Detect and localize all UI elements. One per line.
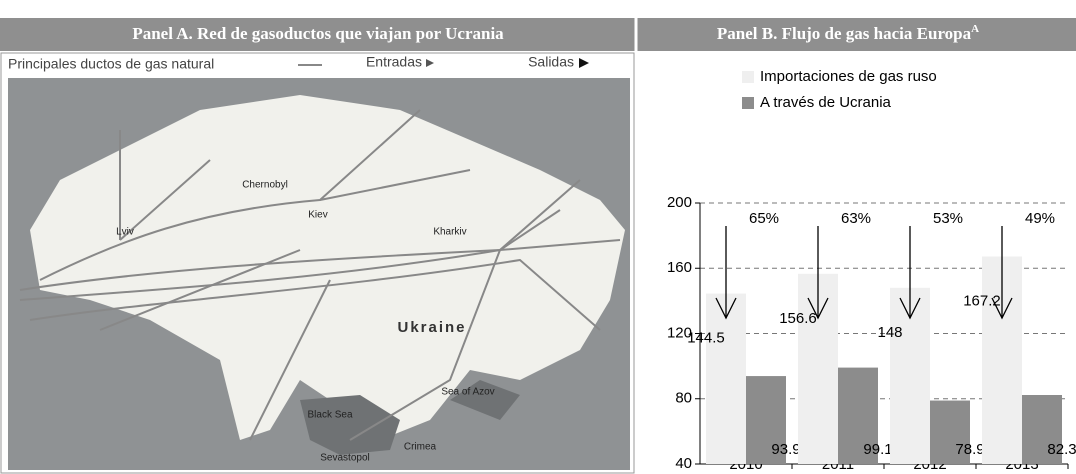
arrow-head xyxy=(715,297,737,320)
bar xyxy=(1022,394,1062,464)
map-label: Black Sea xyxy=(307,410,352,421)
annotation: 65% xyxy=(749,210,779,227)
y-tick-label: 200 xyxy=(667,194,692,211)
data-label: 93.9 xyxy=(771,441,800,458)
panel-a-frame xyxy=(0,52,635,474)
title-note: A xyxy=(971,23,979,35)
map-label: Crimea xyxy=(404,442,437,453)
ukraine-shape xyxy=(30,95,625,440)
bar xyxy=(930,400,970,464)
map-legend-out: Salidas xyxy=(528,54,574,70)
panel-a-title: Panel A. Red de gasoductos que viajan po… xyxy=(132,24,504,43)
data-label: 148 xyxy=(877,324,902,341)
bar xyxy=(746,376,786,464)
map-label: Lviv xyxy=(116,227,134,238)
map-legend-in: Entradas xyxy=(366,54,422,70)
map-legend-pipelines: Principales ductos de gas natural xyxy=(8,56,214,72)
bar xyxy=(706,293,746,464)
pipelines xyxy=(19,109,621,441)
black-sea xyxy=(300,395,400,455)
header-bar xyxy=(0,18,1076,51)
data-label: 99.1 xyxy=(863,441,892,458)
annotation: 63% xyxy=(841,210,871,227)
title-text: Panel B. Flujo de gas hacia Europa xyxy=(717,24,972,43)
y-tick-label: 40 xyxy=(675,455,692,472)
arrow-head xyxy=(899,297,921,320)
data-label: 167.2 xyxy=(963,292,1001,309)
arrow-head xyxy=(991,297,1013,320)
y-tick-label: 80 xyxy=(675,390,692,407)
sea-of-azov xyxy=(450,380,520,420)
legend-in-icon xyxy=(426,59,434,67)
legend-swatch xyxy=(742,97,754,109)
panel-b-title: Panel B. Flujo de gas hacia EuropaA xyxy=(717,23,979,43)
map-label: Sevastopol xyxy=(320,453,369,464)
map-label: Kharkiv xyxy=(433,227,466,238)
map-label: Chernobyl xyxy=(242,180,288,191)
arrow-head xyxy=(807,297,829,320)
map-label: Kiev xyxy=(308,210,327,221)
data-label: 78.9 xyxy=(955,441,984,458)
legend-label: Importaciones de gas ruso xyxy=(760,68,937,85)
data-label: 144.5 xyxy=(687,330,725,347)
legend-out-icon xyxy=(579,58,589,68)
data-label: 156.6 xyxy=(779,310,817,327)
y-tick-label: 120 xyxy=(667,324,692,341)
legend-swatch xyxy=(742,71,754,83)
map-label: Ukraine xyxy=(397,319,466,336)
legend-label: A través de Ucrania xyxy=(760,94,892,111)
bar xyxy=(838,367,878,464)
data-label: 82.3 xyxy=(1047,441,1076,458)
annotation: 53% xyxy=(933,210,963,227)
map-label: Sea of Azov xyxy=(441,387,494,398)
y-tick-label: 160 xyxy=(667,259,692,276)
annotation: 49% xyxy=(1025,210,1055,227)
